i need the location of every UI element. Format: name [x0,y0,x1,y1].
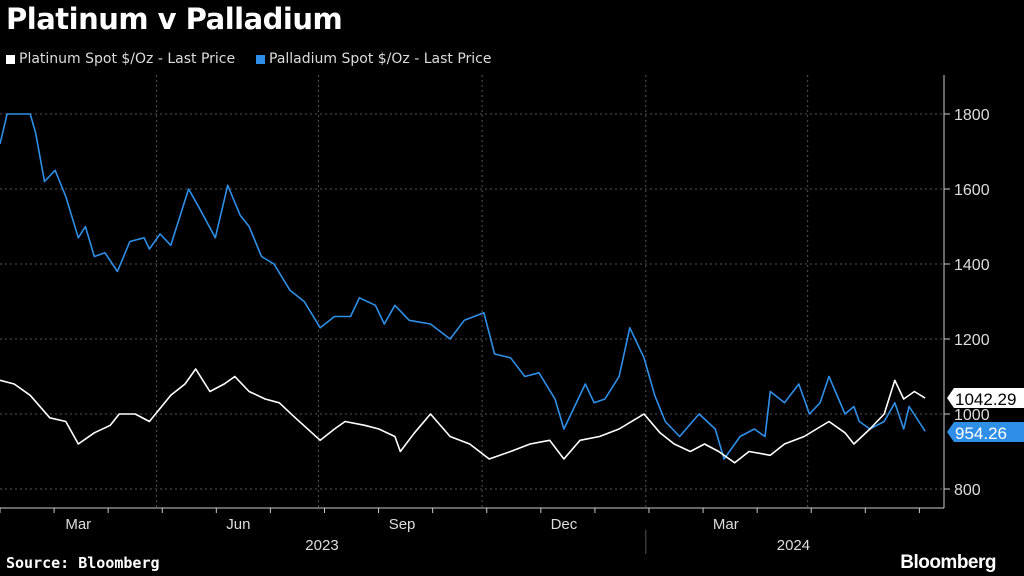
y-tick-label: 1000 [954,407,990,424]
x-tick-label: Dec [551,516,578,533]
legend-label-platinum: Platinum Spot $/Oz - Last Price [19,51,236,67]
x-tick-label: Sep [389,516,416,533]
year-label: 2023 [305,537,338,554]
y-tick-label: 1200 [954,332,990,349]
series-line-palladium [0,113,926,460]
x-tick-label: Jun [226,516,250,533]
last-value-tag-palladium [947,422,1024,442]
legend-platinum: Platinum Spot $/Oz - Last Price [6,51,235,67]
last-value-tag-platinum [947,388,1024,408]
last-value-label-palladium: 954.26 [955,424,1007,443]
legend-swatch-platinum [6,54,15,64]
chart-title: Platinum v Palladium [6,2,343,36]
last-value-label-platinum: 1042.29 [955,390,1016,409]
x-tick-label: Mar [713,516,739,533]
y-tick-label: 800 [954,482,981,499]
x-tick-label: Mar [65,516,91,533]
series-line-platinum [0,368,926,464]
legend-label-palladium: Palladium Spot $/Oz - Last Price [269,51,492,67]
legend-swatch-palladium [256,54,265,64]
y-tick-label: 1800 [954,107,990,124]
brand-logo: Bloomberg [900,552,996,573]
y-tick-label: 1400 [954,257,990,274]
y-tick-label: 1600 [954,182,990,199]
source-note: Source: Bloomberg [6,554,160,572]
year-label: 2024 [777,537,810,554]
legend-palladium: Palladium Spot $/Oz - Last Price [256,51,491,67]
